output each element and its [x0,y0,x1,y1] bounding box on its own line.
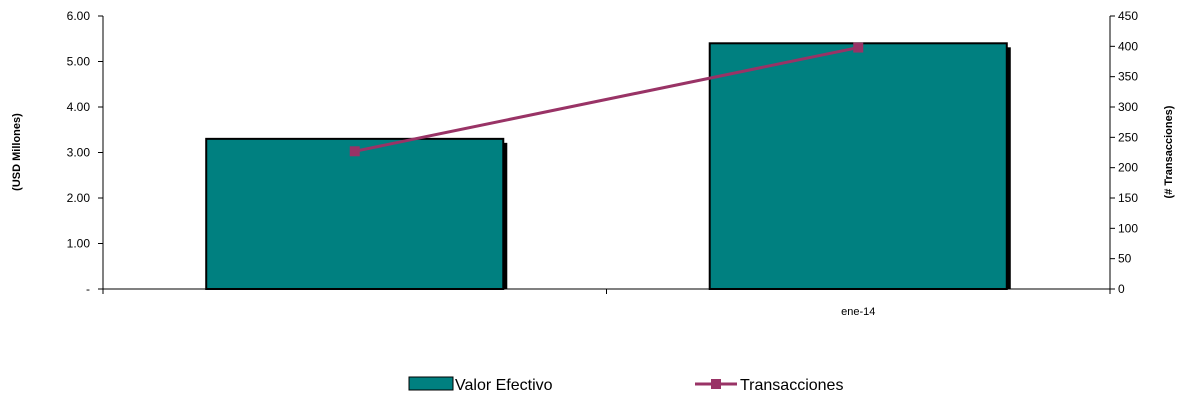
right-tick-label: 200 [1118,161,1138,175]
left-tick-label: 4.00 [67,100,91,114]
left-tick-label: 1.00 [67,237,91,251]
legend-item-line: Transacciones [695,377,843,394]
right-tick-label: 250 [1118,130,1138,144]
legend-item-bar: Valor Efectivo [408,376,553,394]
right-tick-label: 450 [1118,9,1138,23]
legend-bar-swatch [408,376,454,391]
right-tick-label: 150 [1118,191,1138,205]
transacciones-line [354,46,859,153]
legend-line-label: Transacciones [740,377,843,394]
line-marker [853,42,864,53]
left-tick-label: 3.00 [67,146,91,160]
right-tick-label: 350 [1118,70,1138,84]
left-tick-label: 6.00 [67,9,91,23]
legend: Valor Efectivo Transacciones [408,376,843,394]
bars-layer [205,42,1011,290]
left-tick-label: 2.00 [67,191,91,205]
ticks-layer: - 1.00 2.00 3.00 4.00 5.00 6.00 0 50 100 150 200 250… [67,9,1139,318]
bar [708,42,1008,290]
line-layer [349,42,864,157]
left-tick-label: 5.00 [67,55,91,69]
right-tick-label: 400 [1118,39,1138,53]
right-tick-label: 0 [1118,282,1125,296]
left-axis-title: (USD Millones) [11,113,23,191]
bar [205,137,505,290]
right-tick-label: 100 [1118,221,1138,235]
right-axis-title: (# Transacciones) [1163,105,1175,198]
right-tick-label: 50 [1118,252,1132,266]
legend-bar-label: Valor Efectivo [455,377,553,394]
category-label: ene-14 [841,306,875,318]
legend-line-marker [711,379,721,389]
right-tick-label: 300 [1118,100,1138,114]
left-tick-label: - [86,282,90,296]
line-marker [349,146,360,157]
